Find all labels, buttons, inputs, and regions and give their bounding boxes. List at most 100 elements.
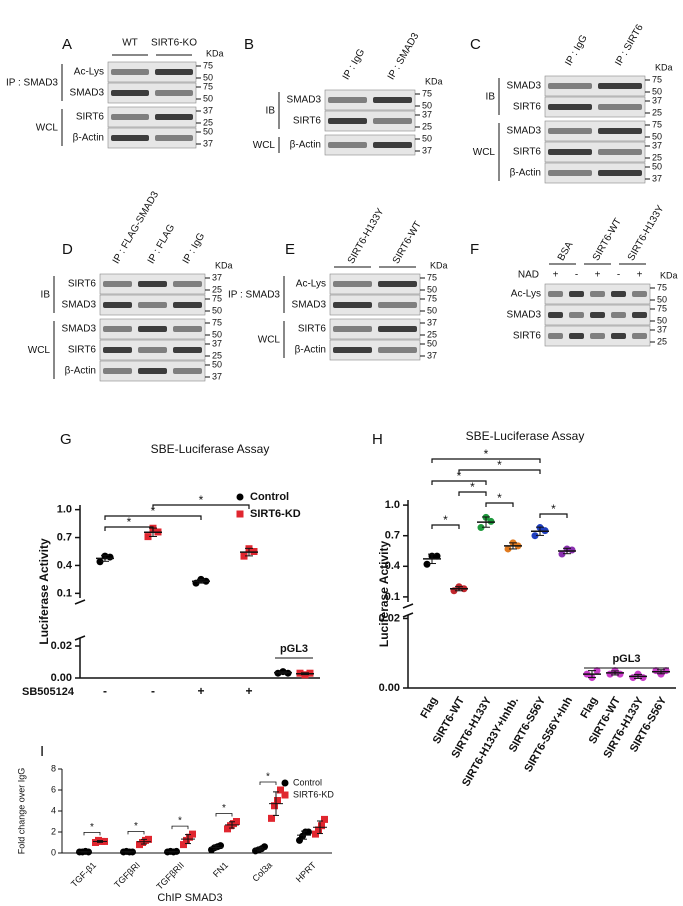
y-tick-label: 0.7 [385,530,400,542]
significance-bracket [431,480,487,485]
y-tick-label: 1.0 [57,504,72,516]
y-tick-label: 0.00 [379,682,400,694]
legend-marker [236,493,244,501]
blot-band [632,312,647,318]
lane-label: SIRT6-WT [591,217,624,263]
blot-band [548,149,592,155]
blot-band [590,333,605,339]
mw-label: 37 [427,350,437,360]
mw-label: 50 [422,100,432,110]
nad-sign: - [575,270,578,281]
data-point [144,533,152,541]
data-point [315,826,322,834]
blot-band [103,347,132,353]
data-point [271,802,278,810]
blot-band [611,291,626,297]
blot-band [548,291,563,297]
mw-label: 75 [657,282,667,292]
group-label: WCL [258,335,281,346]
data-point [277,786,284,794]
blot-band [378,326,417,332]
x-tick-label: Flag [418,695,440,721]
significance-label: * [90,822,94,833]
significance-bracket [458,491,487,496]
y-tick-label: 0.02 [379,612,400,624]
mw-label: 75 [203,81,213,91]
x-tick-label: Flag [578,695,600,721]
mw-label: 37 [203,138,213,148]
blot-band [103,281,132,287]
panel-letter: E [285,241,295,258]
y-tick-label: 0.4 [57,559,73,571]
mw-label: 50 [652,131,662,141]
x-axis-label: ChIP SMAD3 [157,892,222,904]
data-point [477,524,485,532]
blot-strip [324,89,416,111]
mw-label: 37 [652,173,662,183]
panel-letter: C [470,36,481,53]
group-label: IB [41,290,51,301]
blot-band [155,135,193,141]
chart-title: SBE-Luciferase Assay [151,442,270,456]
row-label: SIRT6 [298,324,327,335]
significance-label: * [178,816,182,827]
y-tick-label: 0 [51,847,56,857]
group-label: WCL [253,140,276,151]
row-label: β-Actin [510,168,541,179]
blot-band [328,118,367,124]
blot-strip [544,75,646,97]
row-label: Ac-Lys [296,279,326,290]
lane-label: SIRT6-H133Y [346,206,387,266]
data-point [312,830,319,838]
blot-band [598,83,642,89]
row-label: SMAD3 [507,126,542,137]
y-tick-label: 8 [51,763,56,773]
data-point [423,560,431,568]
row-label: β-Actin [73,133,104,144]
panel-letter: G [60,431,72,448]
row-label: SMAD3 [62,324,97,335]
x-tick-label: FN1 [211,860,230,879]
row-label: SMAD3 [507,81,542,92]
mw-label: 75 [212,293,222,303]
axis-break [74,599,86,605]
data-point [593,667,601,675]
blot-strip [107,106,197,128]
data-point [189,830,196,838]
blot-band [378,281,417,287]
group-label: WCL [28,345,51,356]
kda-label: KDa [215,260,233,270]
row-label: β-Actin [290,140,321,151]
legend-marker [236,510,244,518]
data-point [233,818,240,825]
blot-band [138,302,167,308]
mw-label: 50 [427,305,437,315]
blot-band [611,312,626,318]
y-tick-label: 2 [51,826,56,836]
mw-label: 75 [657,303,667,313]
data-point [558,550,566,558]
blot-band [569,312,584,318]
lane-label: SIRT6-H133Y [626,203,667,263]
data-point [639,674,647,682]
mw-label: 25 [652,152,662,162]
significance-bracket [485,502,514,507]
mw-label: 75 [427,272,437,282]
blot-band [333,347,372,353]
blot-band [548,170,592,176]
lane-label: SIRT6-WT [391,220,424,266]
y-tick-label: 1.0 [385,499,400,511]
blot-band [378,302,417,308]
y-tick-label: 0.4 [385,560,401,572]
lane-label: IP : IgG [563,33,589,68]
blot-strip [544,120,646,142]
significance-label: * [443,513,448,527]
significance-bracket [215,813,233,817]
mw-label: 50 [203,93,213,103]
blot-band [138,347,167,353]
lane-label: IP : IgG [341,47,367,82]
row-label: SIRT6 [513,147,542,158]
blot-band [155,114,193,120]
significance-label: * [551,502,556,516]
blot-band [548,128,592,134]
